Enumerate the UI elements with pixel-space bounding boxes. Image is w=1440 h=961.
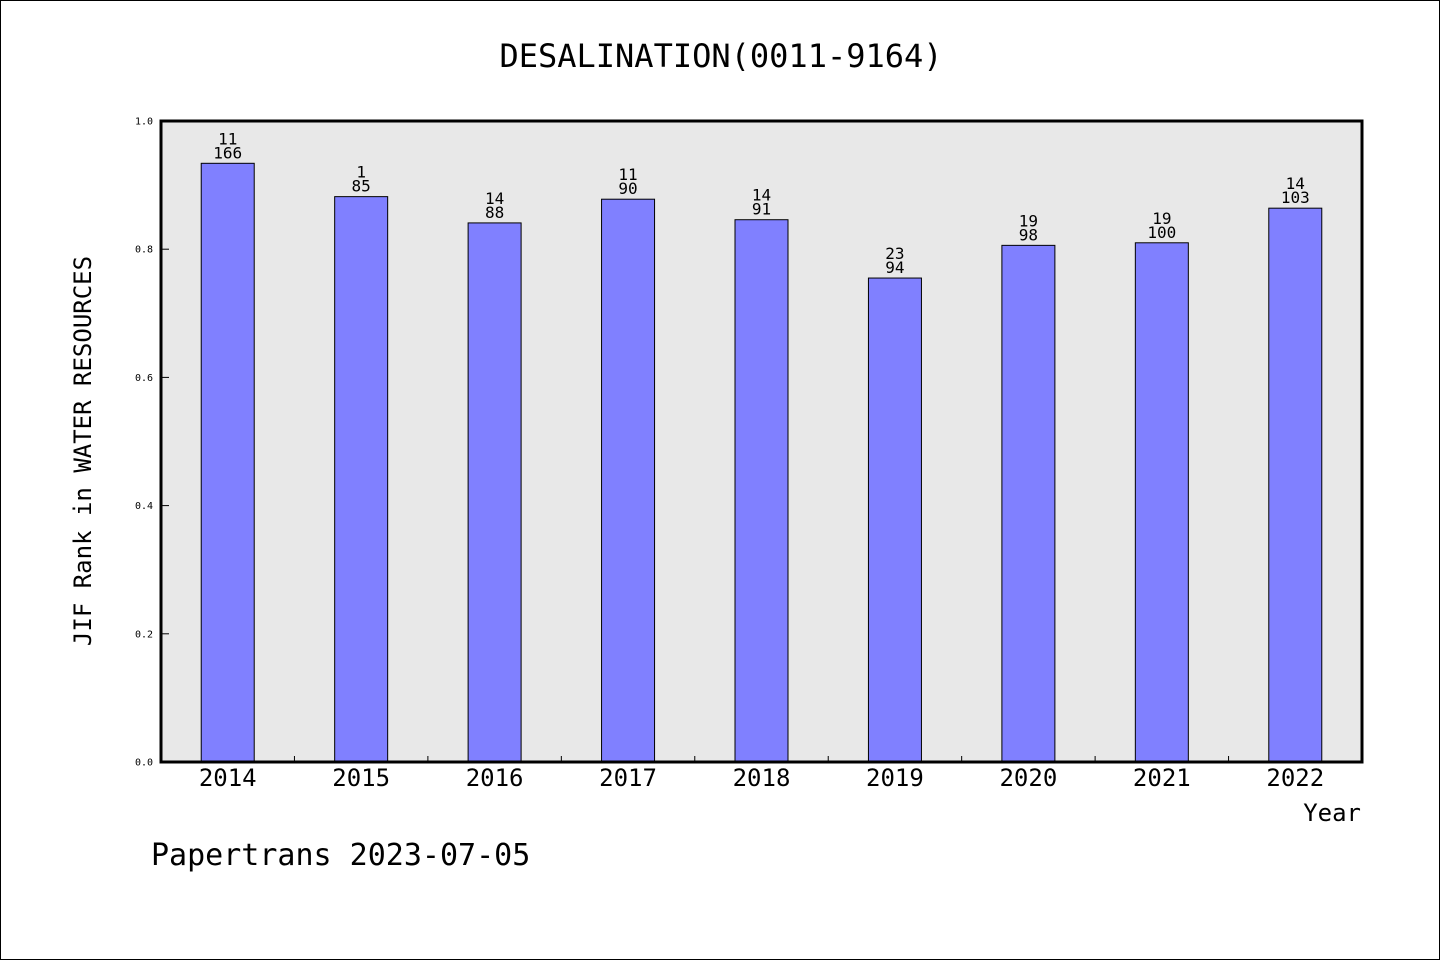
- y-axis-label: JIF Rank in WATER RESOURCES: [69, 256, 97, 646]
- bar-2014: [200, 162, 255, 763]
- bars-layer: [200, 162, 1323, 763]
- bar-total-label-2020: 98: [1019, 225, 1038, 244]
- x-tick-label-2016: 2016: [466, 764, 524, 792]
- y-tick-label: 0.0: [135, 758, 153, 769]
- x-tick-label-2014: 2014: [199, 764, 257, 792]
- bar-rank-label-2022: 14: [1286, 174, 1305, 193]
- bar-total-label-2018: 91: [752, 200, 771, 219]
- plot-border: [159, 119, 1364, 764]
- y-tick-label: 0.8: [135, 245, 153, 256]
- x-tick-label-2020: 2020: [999, 764, 1057, 792]
- bar-2015: [334, 196, 389, 763]
- y-tick-label: 0.4: [135, 501, 153, 512]
- bar-2016: [467, 222, 522, 763]
- bar-2021: [1134, 242, 1189, 763]
- bar-rank-label-2020: 19: [1019, 211, 1038, 230]
- bar-total-label-2016: 88: [485, 203, 504, 222]
- x-tick-label-2022: 2022: [1266, 764, 1324, 792]
- y-tick-label: 0.6: [135, 373, 153, 384]
- y-tick-label: 0.2: [135, 629, 153, 640]
- x-axis-ticks: 2014 2015 2016 2017 2018 2019 2020 2021 2022: [199, 756, 1324, 792]
- bar-rank-label-2015: 1: [356, 163, 366, 182]
- bar-2020: [1001, 244, 1056, 763]
- bar-total-label-2019: 94: [885, 258, 904, 277]
- bar-total-label-2014: 166: [213, 143, 242, 162]
- bar-rank-label-2014: 11: [218, 129, 237, 148]
- bar-rank-label-2017: 11: [618, 165, 637, 184]
- bar-rank-label-2019: 23: [885, 244, 904, 263]
- bar-rank-label-2018: 14: [752, 186, 771, 205]
- bar-total-label-2015: 85: [352, 177, 371, 196]
- bar-total-label-2017: 90: [618, 179, 637, 198]
- bar-2018: [734, 219, 789, 763]
- x-tick-label-2015: 2015: [332, 764, 390, 792]
- bar-total-label-2022: 103: [1281, 188, 1310, 207]
- x-tick-label-2019: 2019: [866, 764, 924, 792]
- bar-total-label-2021: 100: [1147, 223, 1176, 242]
- bar-2019: [867, 277, 922, 763]
- x-tick-label-2017: 2017: [599, 764, 657, 792]
- y-tick-label: 1.0: [135, 117, 153, 128]
- bar-2022: [1268, 207, 1323, 763]
- footer-credit: Papertrans 2023-07-05: [151, 838, 530, 873]
- bar-2017: [601, 198, 656, 763]
- bar-rank-label-2016: 14: [485, 189, 504, 208]
- x-axis-label: Year: [1303, 799, 1361, 827]
- x-tick-label-2018: 2018: [733, 764, 791, 792]
- bar-rank-label-2021: 19: [1152, 209, 1171, 228]
- chart-title: DESALINATION(0011-9164): [499, 37, 942, 75]
- x-tick-label-2021: 2021: [1133, 764, 1191, 792]
